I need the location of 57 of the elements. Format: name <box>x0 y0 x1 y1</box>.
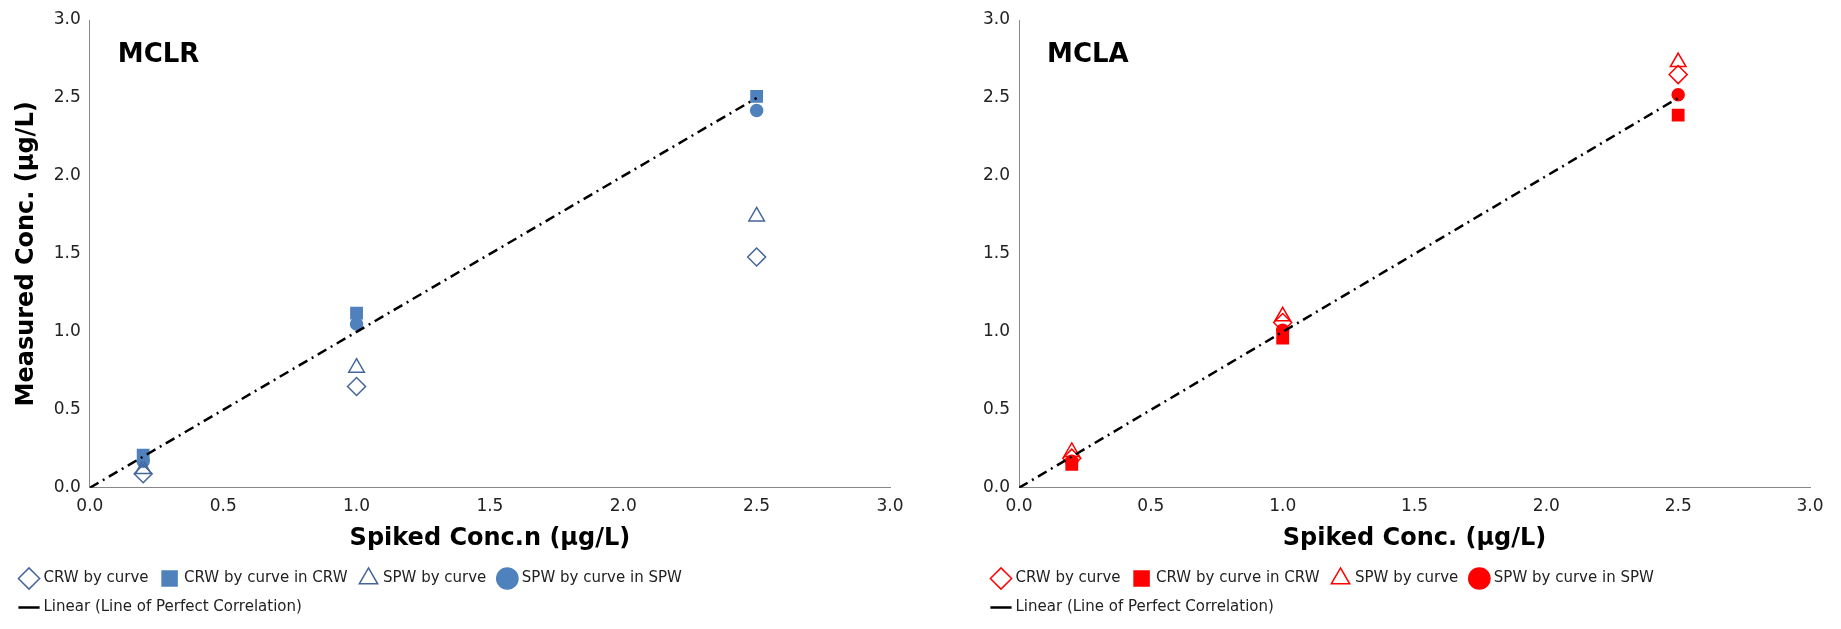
y-tick-label: 2.0 <box>53 164 81 185</box>
point <box>350 306 363 320</box>
legend-label: SPW by curve in SPW <box>1493 568 1654 587</box>
y-tick-label: 3.0 <box>53 8 81 29</box>
y-tick-label: 2.5 <box>53 86 81 107</box>
x-axis-title: Spiked Conc. (µg/L) <box>1282 522 1547 551</box>
x-tick-label: 0.0 <box>1005 495 1033 516</box>
x-tick-label: 0.5 <box>1137 495 1165 516</box>
y-tick-label: 3.0 <box>982 8 1011 29</box>
point <box>750 90 764 103</box>
point <box>1671 108 1685 122</box>
point <box>749 103 764 118</box>
legend-label: CRW by curve in CRW <box>1156 568 1320 587</box>
y-tick-label: 0.5 <box>982 398 1011 419</box>
x-tick-label: 2.0 <box>1532 495 1560 516</box>
legend-label: CRW by curve <box>1015 568 1121 587</box>
y-tick-label: 1.5 <box>982 242 1011 263</box>
y-axis-title: Measured Conc. (µg/L) <box>10 101 39 407</box>
legend-label: Linear (Line of Perfect Correlation) <box>43 597 302 616</box>
x-tick-label: 1.0 <box>1269 495 1297 516</box>
x-tick-label: 2.5 <box>1664 495 1692 516</box>
x-tick-label: 3.0 <box>876 495 904 516</box>
y-tick-label: 0.5 <box>53 398 81 419</box>
legend-label: SPW by curve in SPW <box>521 568 682 587</box>
point <box>1671 88 1685 102</box>
y-tick-label: 1.0 <box>53 320 81 341</box>
point <box>746 247 767 267</box>
x-tick-label: 1.5 <box>476 495 504 516</box>
legend-label: CRW by curve <box>43 568 149 587</box>
y-tick-label: 0.0 <box>53 476 81 497</box>
x-tick-label: 1.0 <box>343 495 371 516</box>
point <box>1669 52 1687 68</box>
point <box>1668 64 1688 85</box>
y-tick-label: 2.0 <box>982 164 1011 185</box>
y-tick-label: 0.0 <box>982 476 1011 497</box>
x-tick-label: 3.0 <box>1796 495 1824 516</box>
x-tick-label: 2.5 <box>743 495 771 516</box>
y-tick-label: 2.5 <box>982 86 1011 107</box>
point <box>133 464 153 484</box>
point <box>1063 442 1081 458</box>
point <box>1276 331 1290 345</box>
x-axis-title: Spiked Conc.n (µg/L) <box>349 522 631 551</box>
text: MCLR <box>117 37 200 68</box>
legend-label: CRW by curve in CRW <box>184 568 348 587</box>
x-tick-label: 0.0 <box>76 495 104 516</box>
x-tick-label: 2.0 <box>609 495 637 516</box>
x-tick-label: 1.5 <box>1400 495 1429 516</box>
point <box>1274 306 1292 322</box>
x-tick-label: 0.5 <box>209 495 237 516</box>
y-tick-label: 1.5 <box>53 242 81 263</box>
point <box>1065 458 1079 471</box>
text: MCLA <box>1047 37 1129 68</box>
y-tick-label: 1.0 <box>982 320 1011 341</box>
legend-label: Linear (Line of Perfect Correlation) <box>1015 597 1274 616</box>
legend-label: SPW by curve <box>1354 568 1459 587</box>
point <box>346 376 367 397</box>
legend-label: SPW by curve <box>382 568 487 587</box>
